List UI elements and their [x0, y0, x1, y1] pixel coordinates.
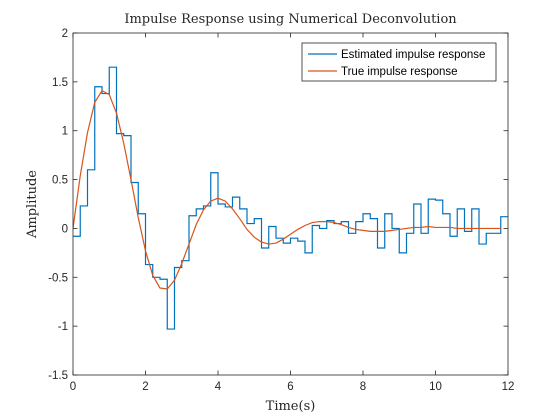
- y-tick-label: -0.5: [48, 272, 68, 284]
- y-tick-label: 0: [62, 223, 68, 235]
- y-tick-label: 1: [62, 126, 68, 138]
- y-tick-label: 1.5: [52, 77, 68, 89]
- y-tick-label: -1.5: [48, 370, 68, 382]
- legend-label-true: True impulse response: [341, 66, 458, 78]
- series-line-estimated: [73, 66, 508, 330]
- x-tick-label: 6: [287, 381, 293, 393]
- x-tick-label: 12: [502, 381, 515, 393]
- y-tick-label: 2: [62, 28, 68, 40]
- ticks-layer: 0 2 4 6 8 10 12 -1.5 -1 -0.5 0 0.5 1 1.5 2: [48, 28, 514, 393]
- legend-box: [301, 42, 497, 82]
- y-tick-label: -1: [58, 321, 68, 333]
- x-tick-label: 4: [215, 381, 222, 393]
- y-axis-label: Amplitude: [25, 170, 40, 239]
- legend-label-estimated: Estimated impulse response: [341, 49, 485, 61]
- x-axis-label: Time(s): [266, 399, 316, 414]
- series-line-true: [73, 89, 501, 290]
- x-tick-label: 10: [429, 381, 442, 393]
- x-tick-label: 0: [70, 381, 76, 393]
- x-tick-label: 8: [360, 381, 366, 393]
- legend: Estimated impulse response True impulse …: [301, 42, 497, 82]
- series-layer: [73, 66, 508, 330]
- chart-title: Impulse Response using Numerical Deconvo…: [124, 12, 457, 27]
- x-tick-label: 2: [142, 381, 148, 393]
- plot-area: [73, 33, 508, 375]
- y-tick-label: 0.5: [52, 175, 68, 187]
